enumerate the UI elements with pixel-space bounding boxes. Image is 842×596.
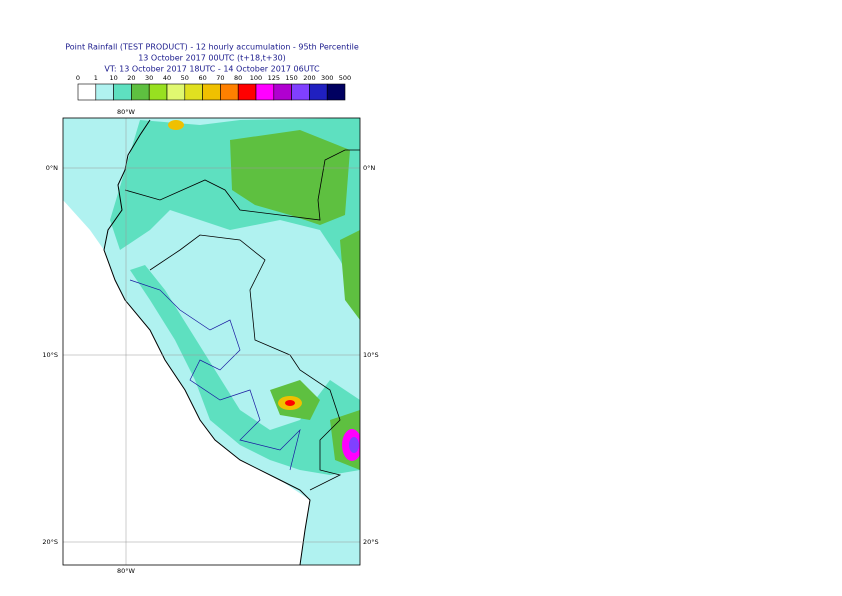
threshold-label: 125 (268, 74, 280, 82)
color-swatch (255, 83, 275, 101)
threshold-label: 30 (145, 74, 153, 82)
threshold-label: 300 (321, 74, 333, 82)
color-swatch (309, 83, 328, 101)
rain-max (285, 400, 295, 406)
threshold-label: 70 (216, 74, 224, 82)
color-swatch (291, 83, 310, 101)
color-swatch (237, 83, 257, 101)
threshold-label: 10 (109, 74, 117, 82)
threshold-label: 0 (76, 74, 80, 82)
colorbar: 0 1 10 20 30 40 50 60 70 80 100 125 150 200 300 500 (76, 74, 351, 101)
color-swatch (184, 83, 203, 101)
threshold-label: 100 (250, 74, 262, 82)
threshold-label: 1 (94, 74, 98, 82)
run-time: 13 October 2017 00UTC (t+18,t+30) (138, 54, 286, 63)
lat-label: 20°S (42, 538, 58, 546)
rain-max (168, 120, 184, 130)
color-swatch (220, 83, 239, 101)
threshold-label: 80 (234, 74, 242, 82)
title: Point Rainfall (TEST PRODUCT) - 12 hourl… (65, 43, 359, 52)
rain-moderate (130, 265, 360, 475)
coastline (103, 119, 311, 565)
rain-heavy (230, 130, 350, 225)
lat-label: 0°N (46, 164, 58, 172)
color-swatch (113, 83, 132, 101)
color-swatch (77, 83, 97, 101)
threshold-label: 500 (339, 74, 351, 82)
lon-label: 80°W (117, 567, 136, 575)
map-frame (62, 117, 361, 566)
threshold-label: 50 (181, 74, 189, 82)
threshold-label: 40 (163, 74, 171, 82)
threshold-label: 20 (127, 74, 135, 82)
lon-label: 80°W (117, 108, 136, 116)
lat-label: 0°N (363, 164, 375, 172)
color-swatch (202, 83, 221, 101)
lat-label: 20°S (363, 538, 379, 546)
map: 80°W 80°W 0°N 0°N 10°S 10°S 20°S 20°S (42, 108, 378, 575)
color-swatch (95, 83, 114, 101)
region-borders (129, 279, 301, 471)
color-swatch (166, 83, 186, 101)
color-swatch (131, 83, 150, 101)
lat-label: 10°S (363, 351, 379, 359)
color-swatch (273, 83, 292, 101)
valid-time: VT: 13 October 2017 18UTC - 14 October 2… (104, 65, 320, 74)
lat-label: 10°S (42, 351, 58, 359)
color-swatch (148, 83, 168, 101)
threshold-label: 150 (285, 74, 297, 82)
rain-max (349, 437, 359, 453)
border (124, 149, 360, 221)
color-swatch (326, 83, 346, 101)
threshold-label: 60 (198, 74, 206, 82)
threshold-label: 200 (303, 74, 315, 82)
rain-heavy (340, 230, 360, 320)
